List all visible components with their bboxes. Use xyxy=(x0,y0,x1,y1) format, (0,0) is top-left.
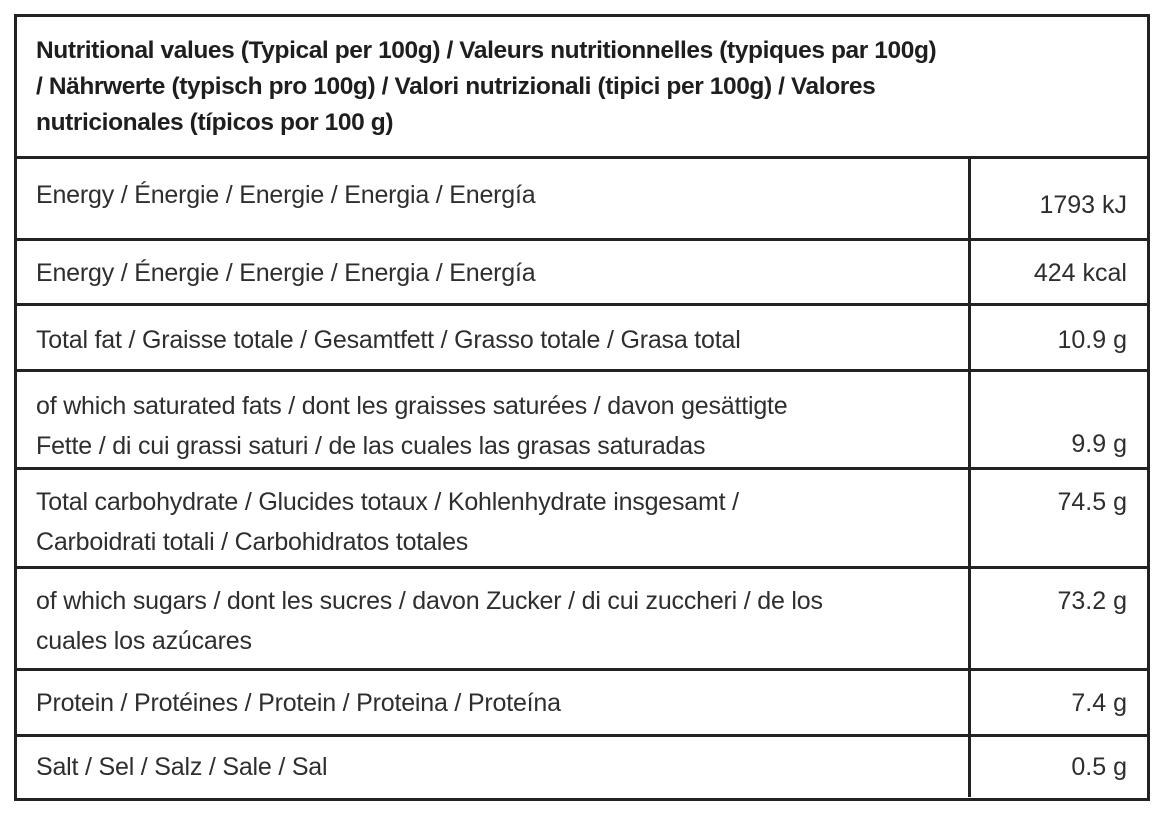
nutrient-value: 0.5 g xyxy=(1071,753,1127,781)
nutrient-label-line: Salt / Sel / Salz / Sale / Sal xyxy=(36,753,328,781)
nutrient-label-line: Energy / Énergie / Energie / Energia / E… xyxy=(36,181,536,209)
table-row: Total carbohydrate / Glucides totaux / K… xyxy=(17,470,1147,569)
nutrient-label: Protein / Protéines / Protein / Proteina… xyxy=(17,671,971,734)
nutrient-label: Energy / Énergie / Energie / Energia / E… xyxy=(17,159,971,238)
table-title: Nutritional values (Typical per 100g) / … xyxy=(17,17,1147,159)
nutrient-label-line: Total fat / Graisse totale / Gesamtfett … xyxy=(36,326,741,354)
nutrient-label: of which saturated fats / dont les grais… xyxy=(17,372,971,467)
nutrient-label-line: Energy / Énergie / Energie / Energia / E… xyxy=(36,259,536,287)
table-row: of which sugars / dont les sucres / davo… xyxy=(17,569,1147,671)
nutrient-label: Total carbohydrate / Glucides totaux / K… xyxy=(17,470,971,566)
nutrition-table: Nutritional values (Typical per 100g) / … xyxy=(14,14,1150,801)
nutrient-value: 7.4 g xyxy=(1071,689,1127,717)
nutrient-value: 73.2 g xyxy=(1057,587,1127,615)
nutrient-label-line: of which sugars / dont les sucres / davo… xyxy=(36,587,823,615)
title-line: / Nährwerte (typisch pro 100g) / Valori … xyxy=(36,73,876,100)
nutrient-label: Salt / Sel / Salz / Sale / Sal xyxy=(17,737,971,797)
nutrient-label-line: Fette / di cui grassi saturi / de las cu… xyxy=(36,432,706,460)
nutrient-label-line: Protein / Protéines / Protein / Proteina… xyxy=(36,689,561,717)
nutrient-value: 74.5 g xyxy=(1057,488,1127,516)
nutrient-label: Energy / Énergie / Energie / Energia / E… xyxy=(17,241,971,303)
nutrient-label-line: cuales los azúcares xyxy=(36,627,252,655)
nutrient-label: of which sugars / dont les sucres / davo… xyxy=(17,569,971,668)
table-row: Protein / Protéines / Protein / Proteina… xyxy=(17,671,1147,737)
nutrient-label-line: Total carbohydrate / Glucides totaux / K… xyxy=(36,488,739,516)
nutrient-value: 9.9 g xyxy=(1071,430,1127,458)
title-line: Nutritional values (Typical per 100g) / … xyxy=(36,37,937,64)
nutrient-label-line: of which saturated fats / dont les grais… xyxy=(36,392,788,420)
table-row: Salt / Sel / Salz / Sale / Sal 0.5 g xyxy=(17,737,1147,797)
table-row: Energy / Énergie / Energie / Energia / E… xyxy=(17,241,1147,306)
nutrient-value: 424 kcal xyxy=(1033,259,1127,287)
table-row: Energy / Énergie / Energie / Energia / E… xyxy=(17,159,1147,241)
nutrient-label: Total fat / Graisse totale / Gesamtfett … xyxy=(17,306,971,369)
table-row: Total fat / Graisse totale / Gesamtfett … xyxy=(17,306,1147,372)
nutrient-value: 1793 kJ xyxy=(1039,191,1127,219)
table-row: of which saturated fats / dont les grais… xyxy=(17,372,1147,470)
title-line: nutricionales (típicos por 100 g) xyxy=(36,109,394,136)
nutrient-value: 10.9 g xyxy=(1057,326,1127,354)
nutrient-label-line: Carboidrati totali / Carbohidratos total… xyxy=(36,528,469,556)
